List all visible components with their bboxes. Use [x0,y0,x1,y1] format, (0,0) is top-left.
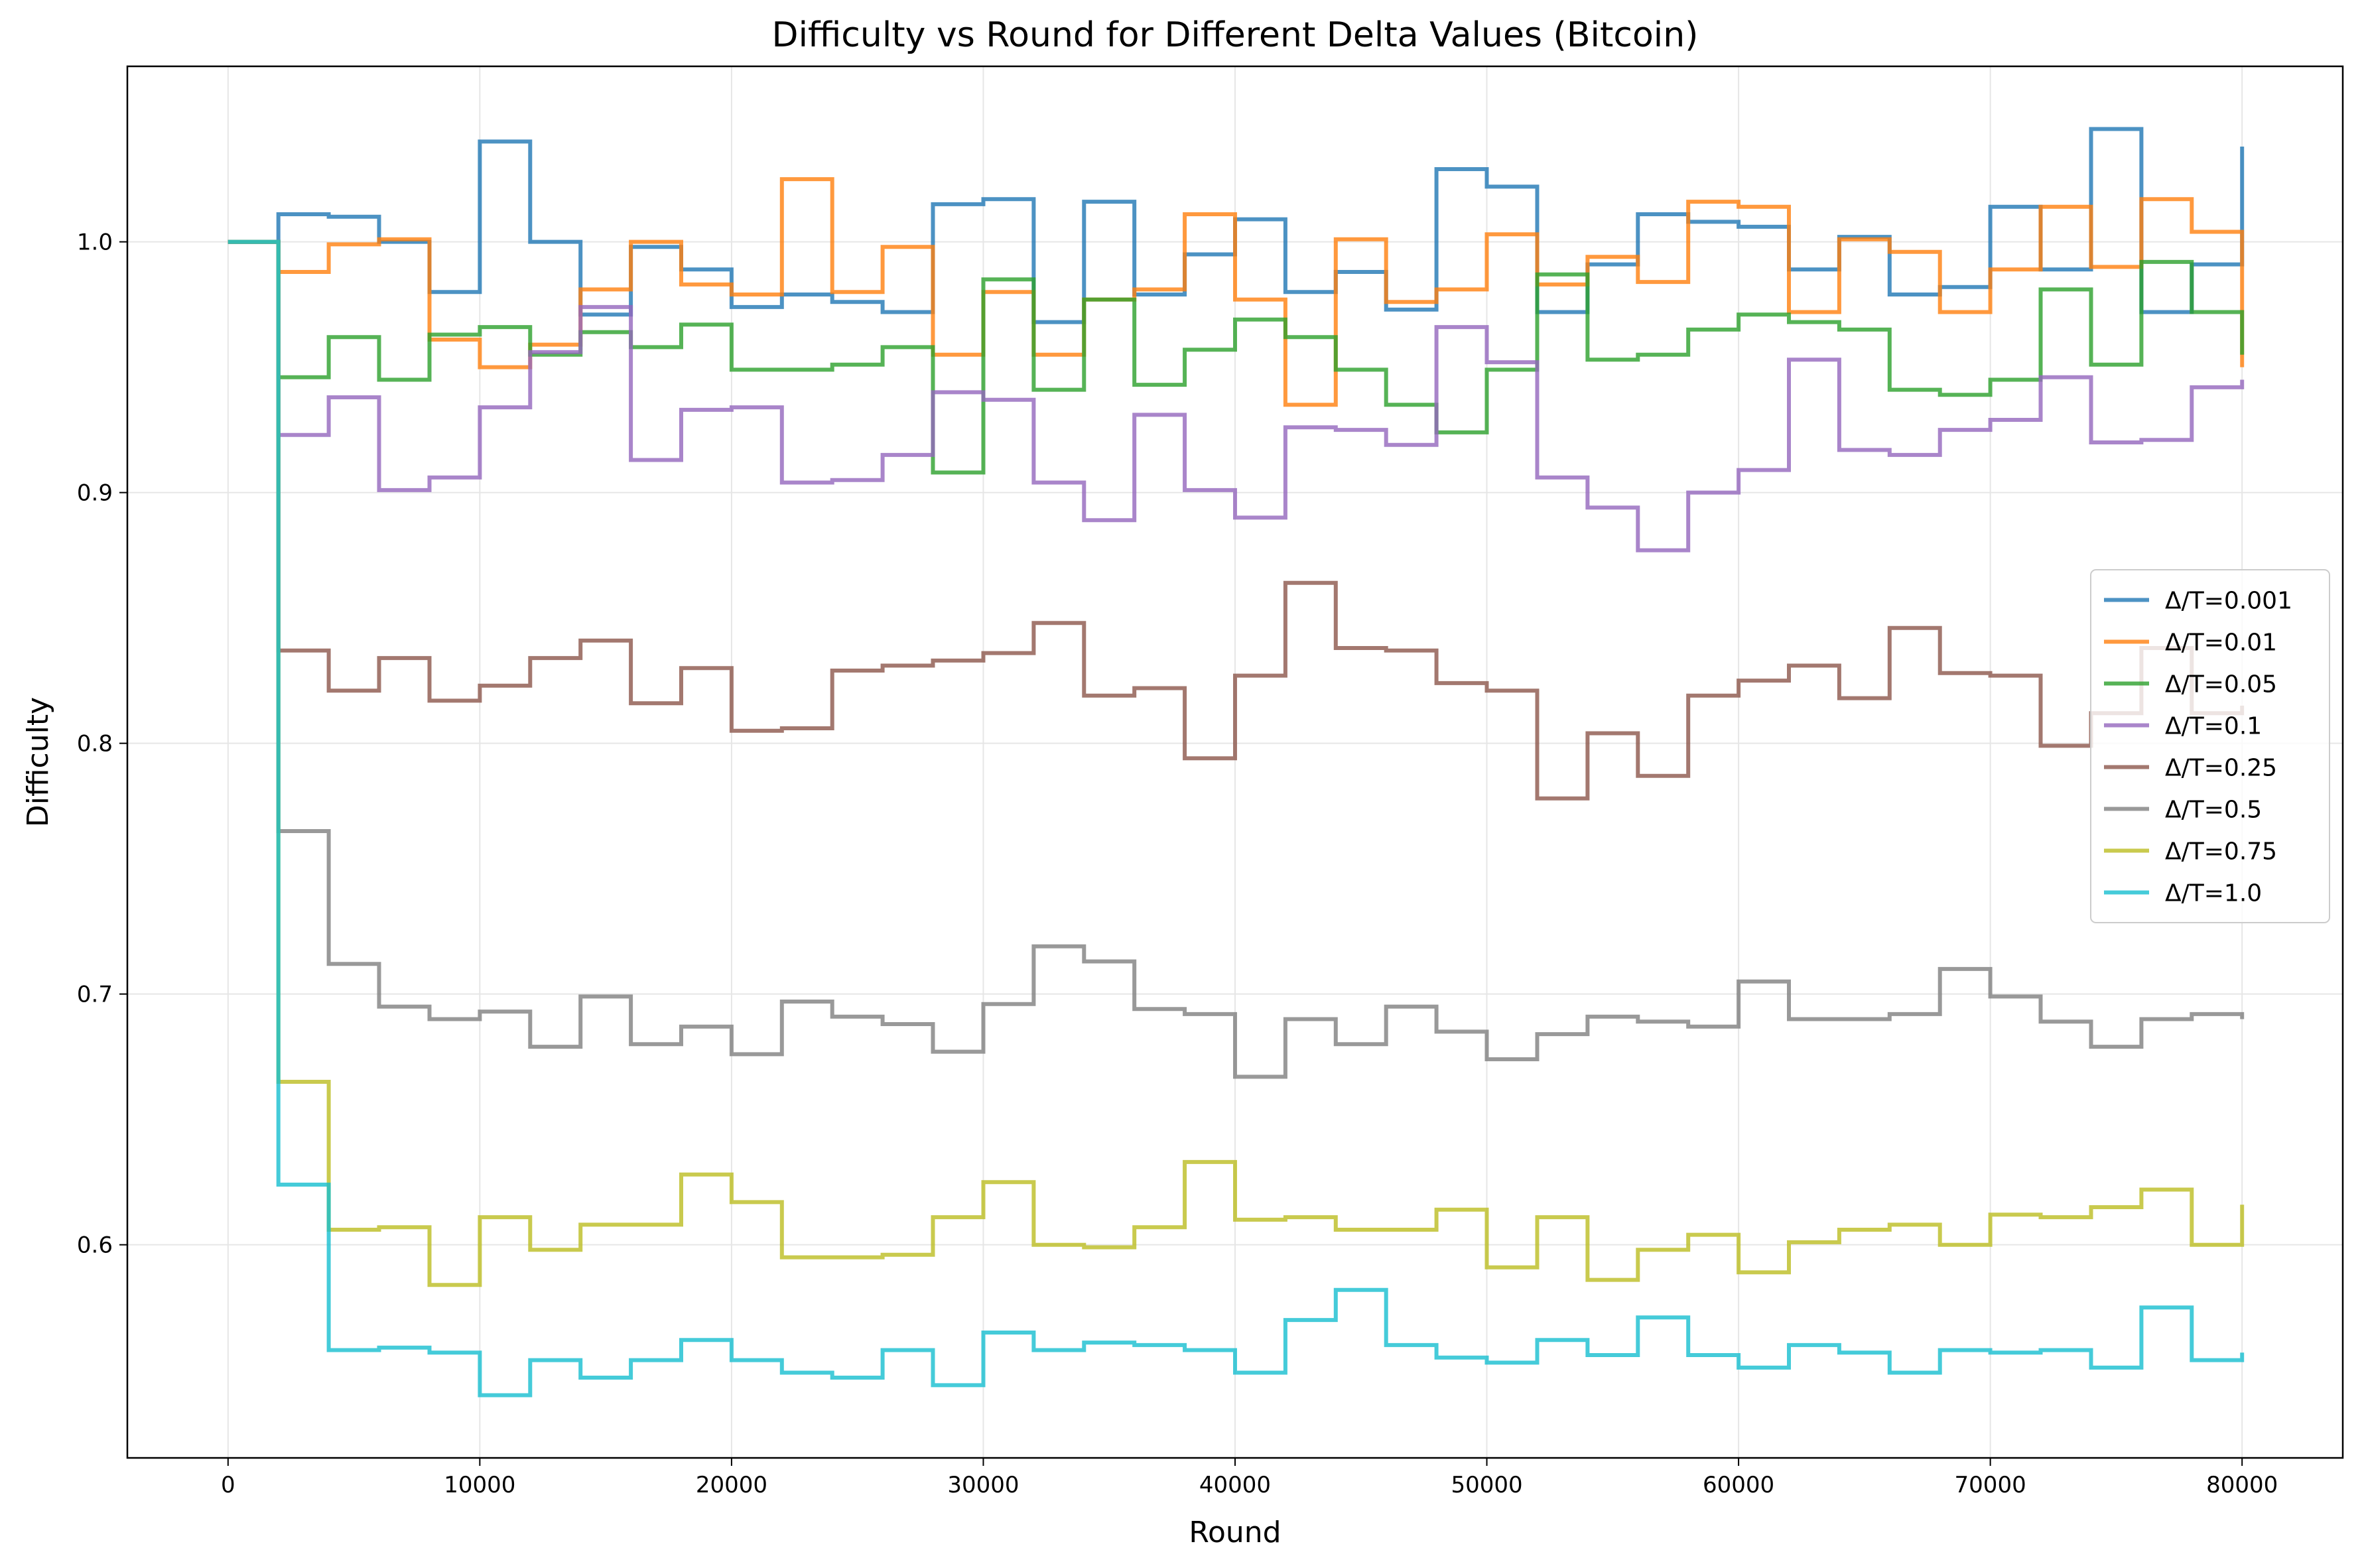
legend-label-4: Δ/T=0.25 [2165,755,2277,782]
series-line-5 [228,239,2245,1079]
x-tick-label: 70000 [1955,1472,2026,1498]
legend-label-0: Δ/T=0.001 [2165,588,2292,615]
legend-label-1: Δ/T=0.01 [2165,629,2277,657]
x-tick-label: 30000 [947,1472,1019,1498]
y-axis-label: Difficulty [21,697,55,827]
x-tick-label: 40000 [1199,1472,1271,1498]
legend: Δ/T=0.001 Δ/T=0.01 Δ/T=0.05 Δ/T=0.1 Δ/T=0.25… [2090,569,2330,923]
legend-box [2090,569,2330,923]
y-tick-label: 0.9 [77,480,113,507]
chart-title: Difficulty vs Round for Different Delta … [772,15,1699,55]
series-line-4 [228,239,2245,801]
series-lines [228,127,2245,1398]
x-tick-label: 80000 [2206,1472,2278,1498]
y-tick-label: 1.0 [77,229,113,256]
x-tick-label: 10000 [444,1472,515,1498]
y-tick-label: 0.8 [77,731,113,757]
x-tick-label: 20000 [696,1472,767,1498]
axis-ticks: 0 10000 20000 30000 40000 50000 60000 70000 8000… [77,229,2278,1498]
x-tick-label: 50000 [1451,1472,1522,1498]
series-line-6 [228,239,2245,1287]
legend-label-2: Δ/T=0.05 [2165,671,2277,698]
y-tick-label: 0.6 [77,1232,113,1259]
x-tick-label: 60000 [1703,1472,1774,1498]
x-tick-label: 0 [221,1472,235,1498]
x-axis-label: Round [1189,1516,1281,1549]
legend-label-6: Δ/T=0.75 [2165,838,2277,866]
series-line-3 [228,239,2245,553]
series-line-7 [228,239,2245,1398]
legend-label-5: Δ/T=0.5 [2165,797,2262,824]
y-tick-label: 0.7 [77,982,113,1008]
legend-label-3: Δ/T=0.1 [2165,713,2262,740]
legend-label-7: Δ/T=1.0 [2165,880,2262,907]
